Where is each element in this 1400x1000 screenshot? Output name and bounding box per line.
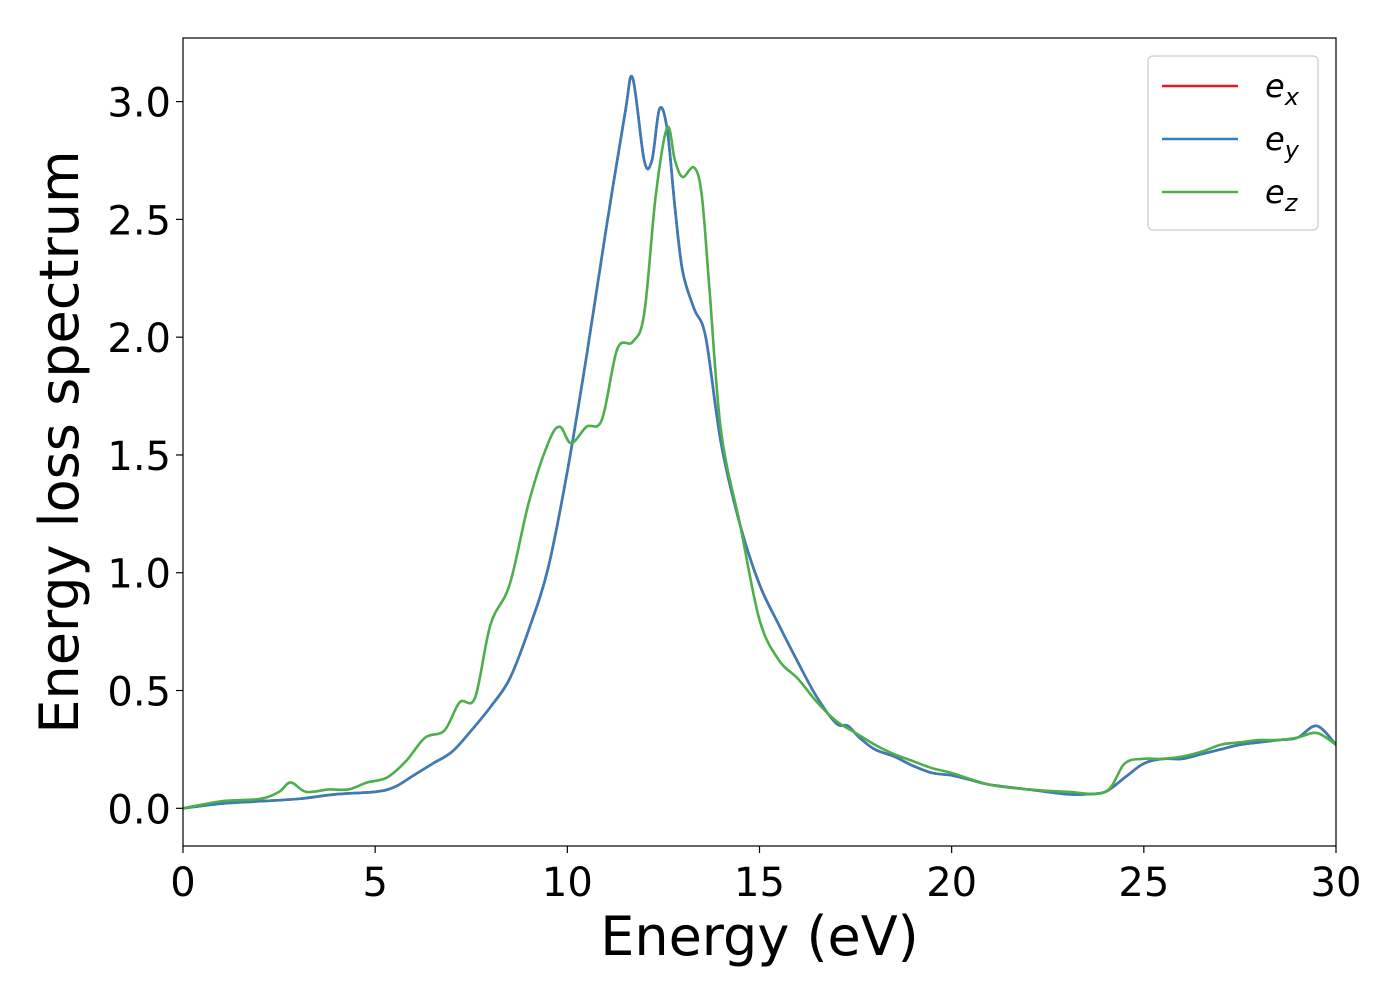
y-tick-label: 1.5 (107, 434, 171, 480)
x-tick-label: 20 (926, 860, 977, 906)
y-axis-label: Energy loss spectrum (28, 150, 91, 733)
y-tick-label: 2.0 (107, 316, 171, 362)
plot-area (183, 74, 1336, 810)
legend-box (1147, 55, 1319, 231)
legend: ex ey ez (1147, 55, 1319, 231)
y-tick-label: 2.5 (107, 198, 171, 244)
x-tick-label: 15 (734, 860, 785, 906)
y-tick-label: 1.0 (107, 552, 171, 598)
x-tick-label: 25 (1118, 860, 1169, 906)
series-line-z (183, 125, 1336, 810)
y-tick-label: 0.5 (107, 670, 171, 716)
x-axis-label: Energy (eV) (600, 905, 919, 968)
y-tick-label: 3.0 (107, 81, 171, 127)
x-tick-label: 0 (170, 860, 195, 906)
legend-label-x: ex (1265, 67, 1300, 111)
x-tick-label: 10 (542, 860, 593, 906)
x-ticks: 0 5 10 15 20 25 30 (170, 846, 1361, 906)
x-tick-label: 30 (1311, 860, 1362, 906)
legend-label-z: ez (1265, 173, 1299, 217)
x-tick-label: 5 (362, 860, 387, 906)
y-ticks: 0.0 0.5 1.0 1.5 2.0 2.5 3.0 (107, 81, 183, 833)
legend-label-y: ey (1265, 120, 1300, 164)
plot-frame (182, 37, 1337, 847)
y-tick-label: 0.0 (107, 787, 171, 833)
